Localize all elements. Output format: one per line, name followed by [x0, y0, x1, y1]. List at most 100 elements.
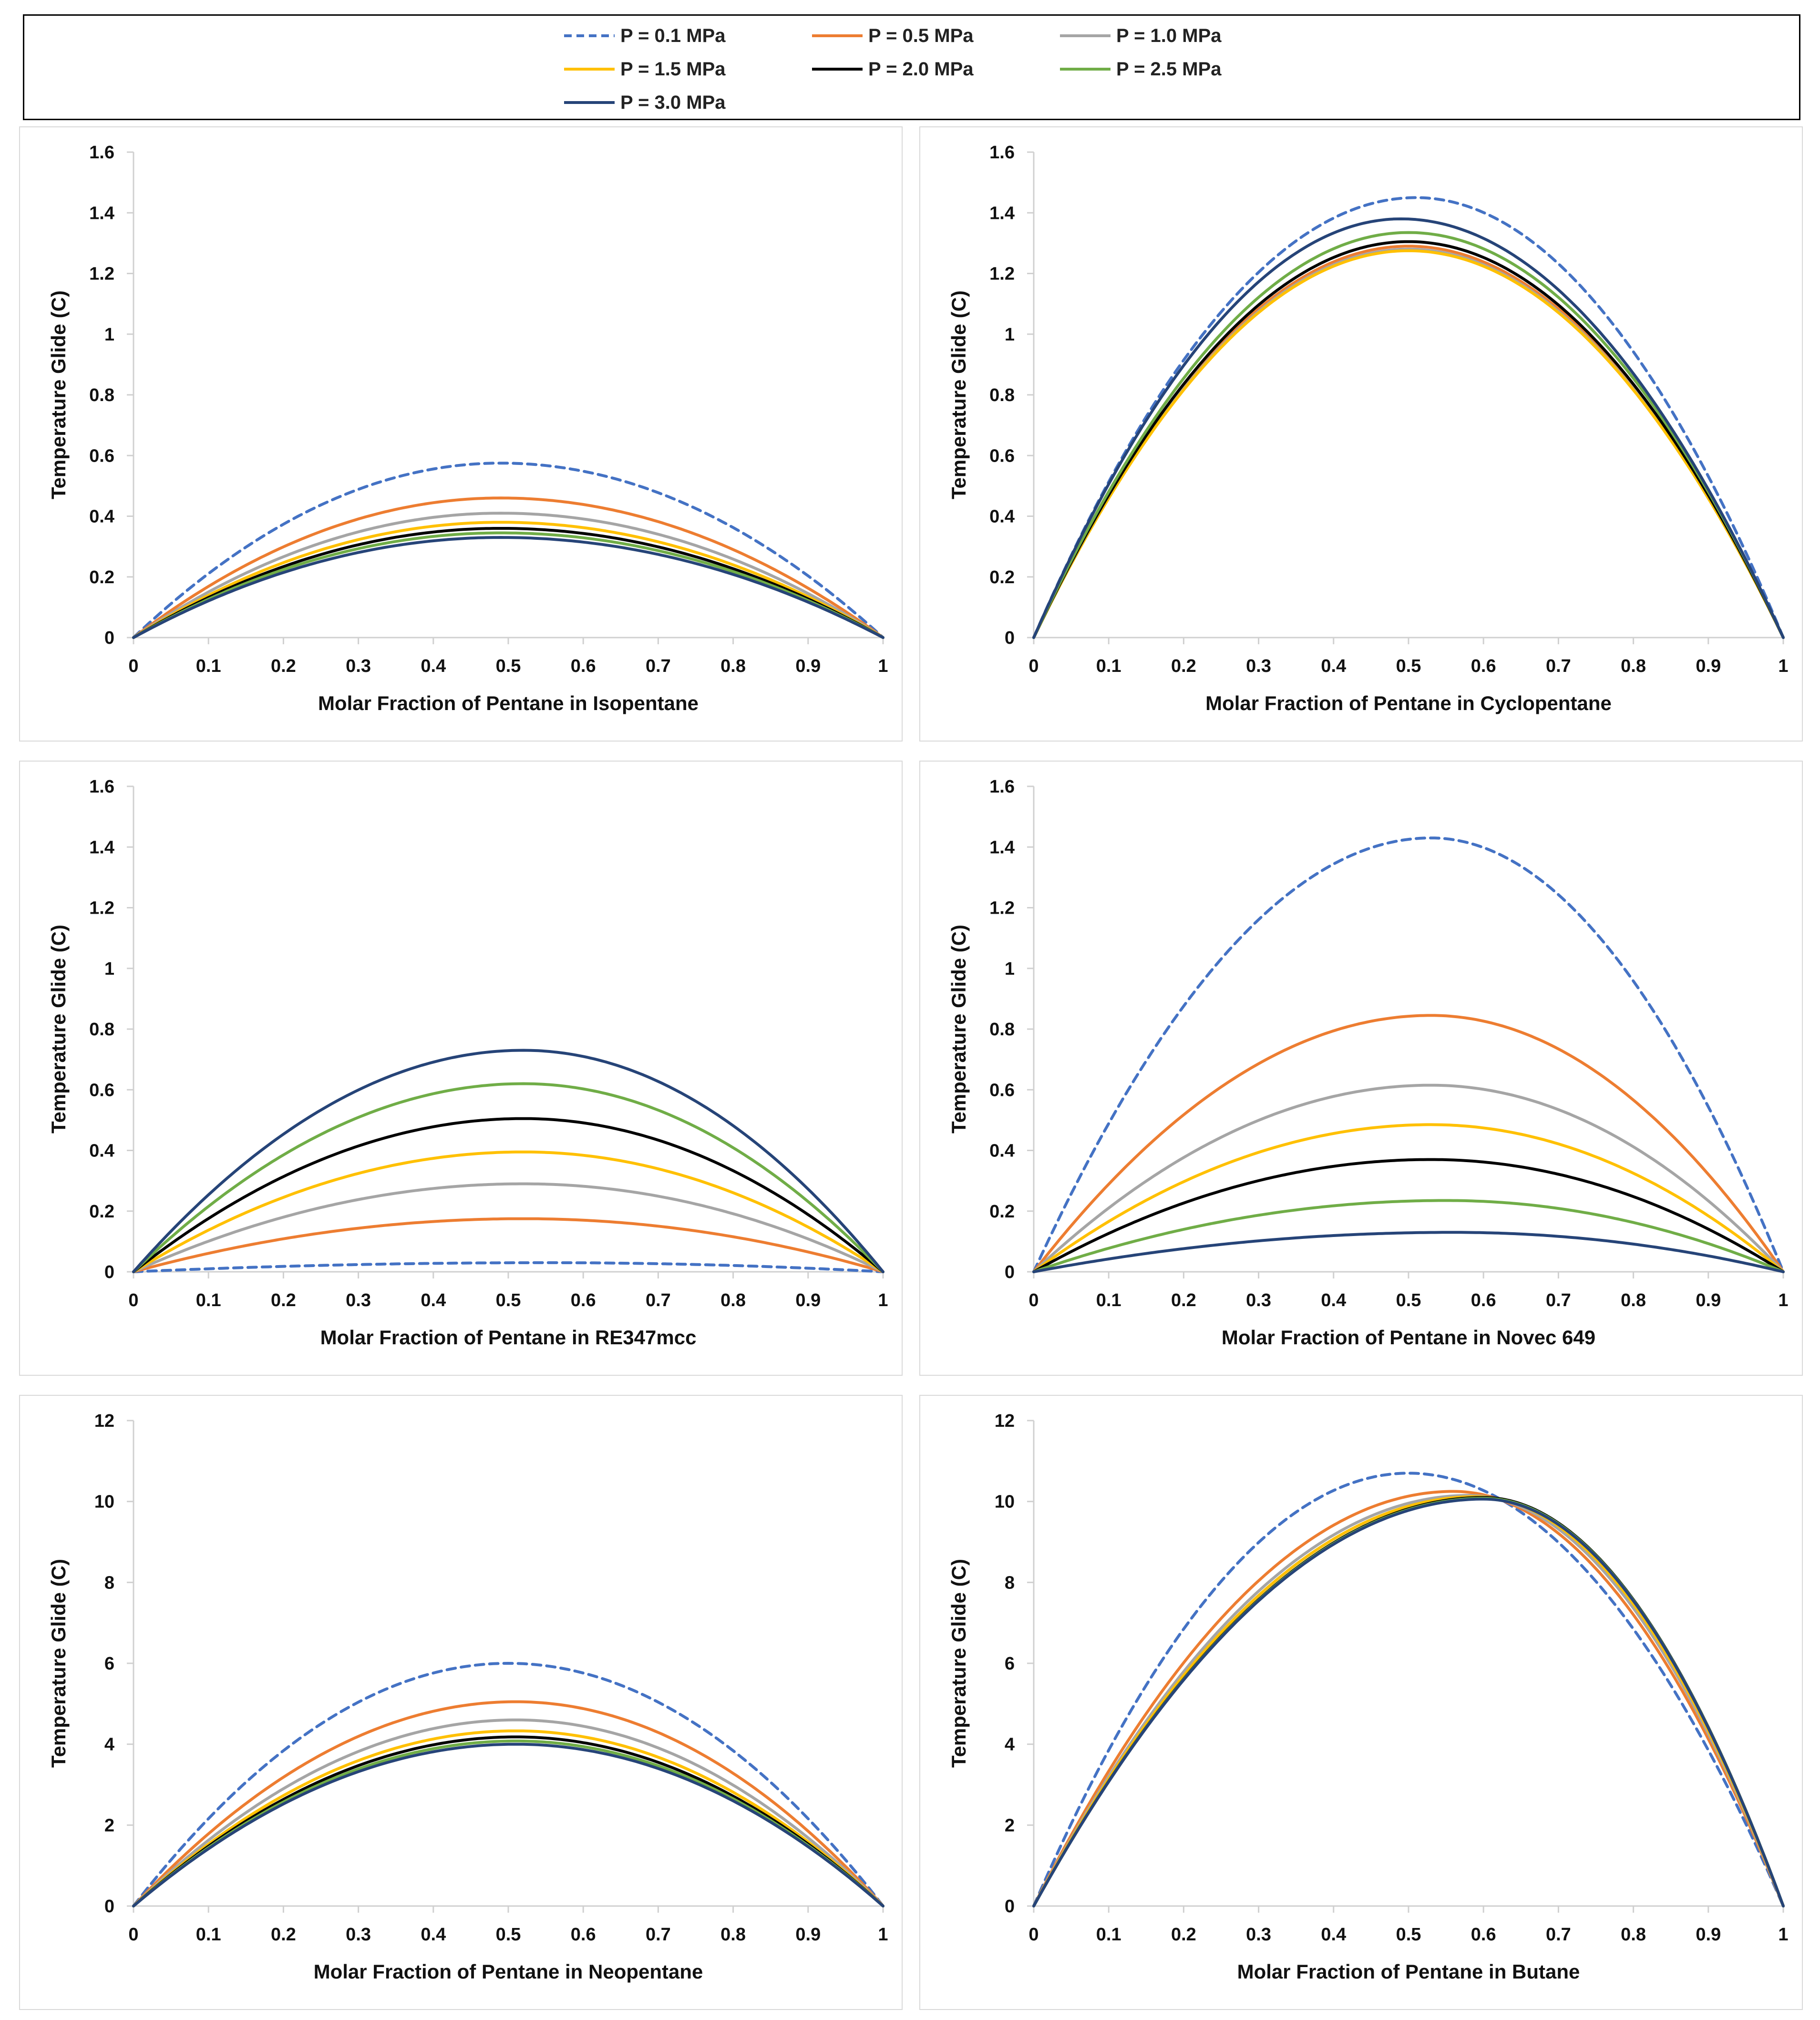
- x-tick-label: 0.4: [421, 1925, 446, 1945]
- y-tick-label: 0.2: [89, 1202, 114, 1222]
- x-tick-label: 0.6: [1471, 1925, 1496, 1945]
- x-tick-label: 0.9: [1696, 1290, 1721, 1310]
- series-line-p-0-5-mpa: [132, 496, 884, 639]
- x-tick-label: 0.5: [1396, 1290, 1421, 1310]
- legend-label: P = 1.5 MPa: [620, 58, 726, 80]
- x-tick-label: 0: [1028, 656, 1039, 676]
- series-line-p-2-0-mpa: [132, 527, 884, 639]
- y-tick-label: 0.2: [989, 567, 1015, 587]
- x-tick-label: 0.4: [1321, 656, 1346, 676]
- series-line-p-1-0-mpa: [132, 1182, 884, 1273]
- y-tick-label: 6: [104, 1654, 114, 1674]
- y-tick-label: 4: [1005, 1735, 1015, 1755]
- series-line-p-2-0-mpa: [1032, 1496, 1785, 1907]
- y-tick-label: 0: [104, 1896, 114, 1917]
- x-tick-label: 0.1: [1096, 1925, 1121, 1945]
- series-line-p-2-5-mpa: [1032, 231, 1785, 639]
- legend-swatch: [812, 34, 863, 37]
- y-tick-label: 1.4: [989, 837, 1015, 857]
- series-line-p-1-5-mpa: [1032, 1495, 1785, 1907]
- legend-label: P = 2.0 MPa: [868, 58, 974, 80]
- chart-panel-cyclopentane: 0 0.2 0.4 0.6 0.8 1 1.2 1.4 1.6 0 0.1 0.2 0.3 0.4 0.5 0…: [919, 126, 1803, 742]
- x-tick-label: 0.6: [571, 1290, 596, 1310]
- series-line-p-1-0-mpa: [1032, 247, 1785, 639]
- chart-panel-isopentane: 0 0.2 0.4 0.6 0.8 1 1.2 1.4 1.6 0 0.1 0.2 0.3 0.4 0.5 0…: [19, 126, 903, 742]
- y-tick-label: 10: [995, 1492, 1015, 1512]
- series-line-p-2-0-mpa: [132, 1117, 884, 1273]
- chart-svg: 0 2 4 6 8 10 12 0 0.1 0.2 0.3 0.4 0.5 0.6 0.7 0.8 0.9 1 Mo…: [47, 1411, 888, 1983]
- x-tick-label: 0.6: [1471, 1290, 1496, 1310]
- x-tick-label: 0.3: [1246, 656, 1271, 676]
- y-tick-label: 0.2: [89, 567, 114, 587]
- x-tick-label: 0.3: [1246, 1925, 1271, 1945]
- x-tick-label: 0.9: [795, 1925, 821, 1945]
- y-tick-label: 1: [1005, 325, 1015, 345]
- y-tick-label: 0: [1005, 628, 1015, 648]
- legend-label: P = 1.0 MPa: [1116, 25, 1222, 46]
- series-line-p-3-0-mpa: [1032, 1231, 1785, 1273]
- series-line-p-2-5-mpa: [1032, 1199, 1785, 1273]
- x-tick-label: 0.1: [196, 1925, 221, 1945]
- y-tick-label: 0.8: [89, 385, 114, 405]
- series-line-p-0-1-mpa: [132, 1261, 884, 1273]
- x-tick-label: 0.7: [1546, 1290, 1571, 1310]
- x-tick-label: 1: [1778, 1290, 1788, 1310]
- x-tick-label: 0.3: [346, 1925, 371, 1945]
- y-tick-label: 0.4: [89, 507, 114, 527]
- x-tick-label: 0.2: [1171, 1290, 1196, 1310]
- y-tick-label: 0: [1005, 1262, 1015, 1282]
- x-tick-label: 0.5: [1396, 1925, 1421, 1945]
- x-tick-label: 1: [878, 656, 888, 676]
- y-tick-label: 1: [104, 959, 114, 979]
- x-tick-label: 0: [128, 656, 138, 676]
- series-line-p-1-0-mpa: [132, 1718, 884, 1907]
- series-line-p-2-5-mpa: [132, 531, 884, 639]
- y-tick-label: 1.6: [989, 777, 1015, 797]
- y-tick-label: 0.6: [89, 1080, 114, 1100]
- legend-item-p-0-5-mpa: P = 0.5 MPa: [811, 21, 974, 50]
- x-tick-label: 0.4: [421, 656, 446, 676]
- y-tick-label: 0.6: [989, 1080, 1015, 1100]
- x-tick-label: 0.5: [1396, 656, 1421, 676]
- x-tick-label: 0.4: [1321, 1290, 1346, 1310]
- series-line-p-3-0-mpa: [132, 1049, 884, 1273]
- series-line-p-0-5-mpa: [132, 1700, 884, 1907]
- x-tick-label: 0.5: [496, 1925, 521, 1945]
- series-line-p-2-0-mpa: [1032, 240, 1785, 639]
- series-line-p-0-1-mpa: [132, 1662, 884, 1907]
- series-line-p-1-5-mpa: [1032, 249, 1785, 639]
- x-tick-label: 0.8: [720, 656, 746, 676]
- legend-item-p-1-5-mpa: P = 1.5 MPa: [563, 55, 726, 83]
- y-tick-label: 0.8: [89, 1020, 114, 1040]
- x-axis-title: Molar Fraction of Pentane in Novec 649: [1222, 1326, 1595, 1349]
- legend-swatch: [1060, 68, 1111, 71]
- x-tick-label: 0.1: [1096, 1290, 1121, 1310]
- legend-swatch: [564, 101, 615, 104]
- y-tick-label: 10: [94, 1492, 114, 1512]
- series-line-p-2-0-mpa: [132, 1735, 884, 1907]
- chart-panel-butane: 0 2 4 6 8 10 12 0 0.1 0.2 0.3 0.4 0.5 0.6 0.7 0.8 0.9 1 Mo…: [919, 1395, 1803, 2010]
- y-tick-label: 0.8: [989, 385, 1015, 405]
- x-tick-label: 0.4: [421, 1290, 446, 1310]
- legend-label: P = 2.5 MPa: [1116, 58, 1222, 80]
- series-line-p-2-5-mpa: [132, 1739, 884, 1907]
- y-tick-label: 0: [104, 1262, 114, 1282]
- x-tick-label: 0.2: [271, 656, 296, 676]
- chart-svg: 0 0.2 0.4 0.6 0.8 1 1.2 1.4 1.6 0 0.1 0.2 0.3 0.4 0.5 0…: [947, 143, 1789, 714]
- series-line-p-0-1-mpa: [1032, 836, 1785, 1273]
- y-tick-label: 1.6: [89, 777, 114, 797]
- x-tick-label: 0: [128, 1290, 138, 1310]
- series-line-p-3-0-mpa: [132, 536, 884, 639]
- x-tick-label: 0.8: [720, 1925, 746, 1945]
- x-tick-label: 1: [1778, 1925, 1788, 1945]
- x-tick-label: 0.6: [571, 656, 596, 676]
- x-tick-label: 0.4: [1321, 1925, 1346, 1945]
- x-tick-label: 0.8: [1621, 656, 1646, 676]
- series-line-p-2-5-mpa: [132, 1082, 884, 1273]
- x-axis-title: Molar Fraction of Pentane in Isopentane: [318, 692, 699, 714]
- y-tick-label: 2: [104, 1815, 114, 1835]
- chart-svg: 0 0.2 0.4 0.6 0.8 1 1.2 1.4 1.6 0 0.1 0.2 0.3 0.4 0.5 0…: [47, 143, 888, 714]
- chart-panel-novec649: 0 0.2 0.4 0.6 0.8 1 1.2 1.4 1.6 0 0.1 0.2 0.3 0.4 0.5 0…: [919, 761, 1803, 1376]
- y-tick-label: 0.4: [89, 1141, 114, 1161]
- y-tick-label: 0.4: [989, 507, 1015, 527]
